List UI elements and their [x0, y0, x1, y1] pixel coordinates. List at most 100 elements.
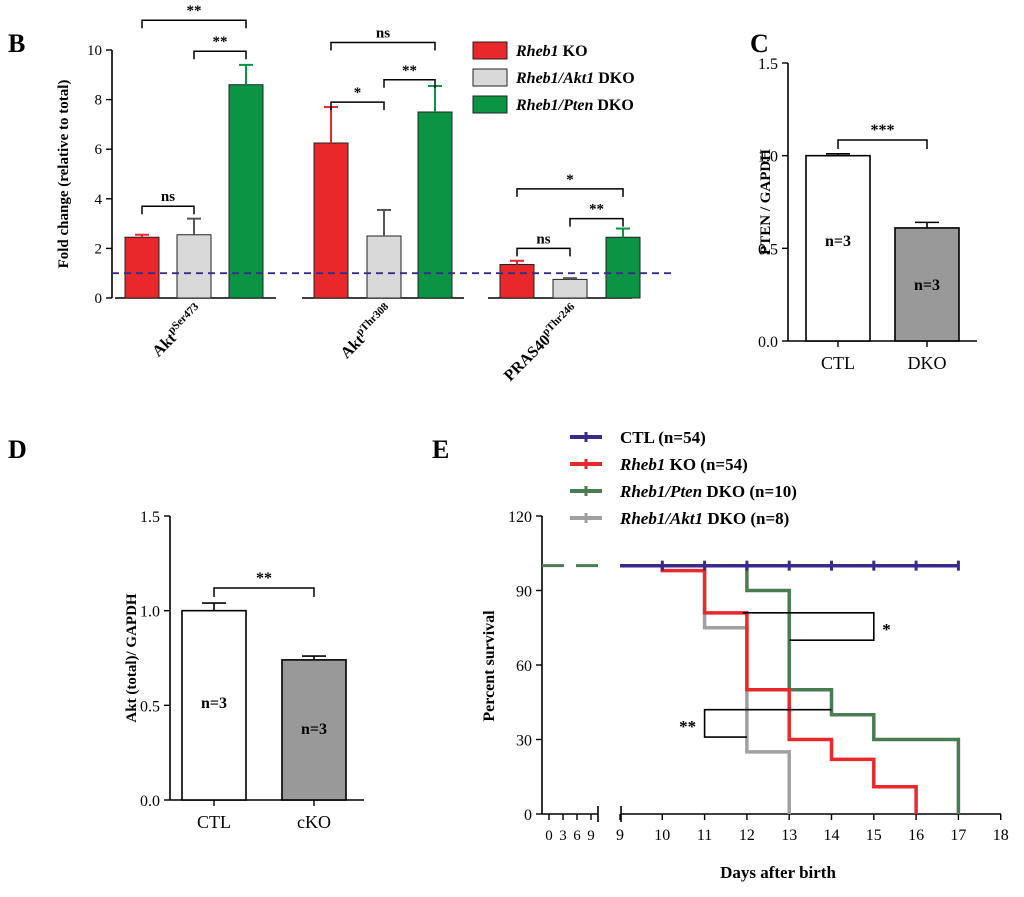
panel-d-chart: 0.0 0.5 1.0 1.5 CTL n=3 cKO n=3 ** — [140, 509, 364, 832]
panel-label-b: B — [8, 29, 25, 58]
panel-d-n-label: n=3 — [201, 695, 227, 712]
panel-e-xtick-label: 9 — [587, 828, 595, 844]
panel-e-xtick-label: 17 — [950, 827, 966, 844]
panel-d-ytick-label: 1.0 — [140, 604, 160, 621]
panel-c-xtick-label: DKO — [908, 353, 947, 373]
panel-d-bar — [181, 609, 247, 801]
panel-b-group-label-sup: pSer473 — [165, 300, 201, 336]
panel-e-ytick-label: 60 — [516, 658, 532, 675]
panel-b-significance-bracket — [193, 50, 247, 60]
panel-e-xtick-label: 13 — [781, 827, 797, 844]
panel-b-bars: ns****AktpSer473***nsAktpThr308ns***PRAS… — [112, 3, 676, 385]
panel-b-bar — [605, 236, 641, 299]
panel-c-ytick-label: 0.0 — [758, 334, 778, 351]
panel-e-legend-label: Rheb1/Akt1 DKO (n=8) — [619, 509, 789, 528]
panel-b-group-label-base: PRAS40 — [501, 332, 554, 385]
panel-d: D Akt (total)/ GAPDH 0.0 0.5 1.0 1.5 CTL n=3 c… — [8, 435, 364, 832]
panel-b-group-label: AktpSer473 — [147, 300, 207, 360]
panel-b-legend-italic: Rheb1 — [515, 43, 559, 60]
panel-b-bar — [124, 236, 160, 299]
panel-e-xtick-label: 18 — [993, 827, 1009, 844]
panel-e-ytick-label: 120 — [508, 509, 532, 526]
panel-d-n-label: n=3 — [301, 721, 327, 738]
panel-b-significance-bracket — [516, 188, 624, 197]
panel-e-ylabel: Percent survival — [481, 610, 498, 722]
panel-b-legend-swatch — [472, 95, 508, 114]
panel-e-xtick-label: 11 — [697, 827, 712, 844]
panel-d-ytick-label: 0.0 — [140, 793, 160, 810]
panel-e-legend-italic: Rheb1/Akt1 — [619, 509, 703, 528]
panel-e-significance-bracket — [742, 612, 875, 641]
panel-e-survival-line — [620, 563, 918, 814]
panel-e-survival-line — [620, 563, 961, 814]
panel-b-y-axis: 0 2 4 6 8 10 — [87, 43, 113, 307]
panel-label-d: D — [8, 435, 27, 464]
panel-b-significance-label: ** — [213, 34, 228, 50]
panel-e: E Percent survival Days after birth 0306… — [432, 428, 1009, 882]
panel-e-legend-rest: KO (n=54) — [665, 455, 747, 474]
panel-e-legend-italic: Rheb1/Pten — [619, 482, 702, 501]
panel-b-significance-label: ** — [402, 63, 417, 79]
panel-e-ytick-label: 30 — [516, 733, 532, 750]
panel-b-bar — [228, 84, 264, 299]
panel-b-bar — [417, 111, 453, 299]
panel-b-significance-label: * — [566, 172, 574, 188]
panel-c-xtick-label: CTL — [821, 353, 855, 373]
panel-e-xtick-label: 12 — [739, 827, 755, 844]
panel-e-ytick-label: 90 — [516, 584, 532, 601]
panel-e-legend-rest: DKO (n=10) — [702, 482, 797, 501]
panel-b-legend-italic: Rheb1/Akt1 — [515, 70, 594, 87]
panel-e-legend-label: Rheb1 KO (n=54) — [619, 455, 748, 474]
panel-d-xtick-label: CTL — [197, 812, 231, 832]
panel-b-legend-swatch — [472, 68, 508, 87]
panel-b-bar — [313, 142, 349, 299]
panel-b-legend-rest: DKO — [594, 70, 634, 87]
panel-b-significance-label: * — [354, 85, 362, 101]
panel-d-significance-label: ** — [256, 570, 272, 587]
panel-b-significance-label: ** — [589, 202, 604, 218]
panel-e-xtick-label: 6 — [573, 828, 581, 844]
panel-e-xtick-label: 15 — [866, 827, 882, 844]
panel-c-chart: 0.0 0.5 1.0 1.5 CTL n=3 DKO n=3 *** — [758, 56, 977, 373]
panel-c-n-label: n=3 — [914, 277, 940, 294]
panel-c-significance-bracket — [837, 139, 928, 149]
panel-b-group-label-sup: pThr308 — [354, 300, 392, 338]
panel-b-bar — [176, 234, 212, 299]
panel-b-ylabel: Fold change (relative to total) — [56, 80, 72, 269]
panel-c: C PTEN / GAPDH 0.0 0.5 1.0 1.5 CTL n=3 DKO n=3 *… — [750, 29, 977, 373]
panel-c-n-label: n=3 — [825, 233, 851, 250]
panel-b: B Fold change (relative to total) 0 2 4 6 8 1… — [8, 3, 676, 385]
panel-b-legend-rest: DKO — [593, 97, 633, 114]
panel-b-significance-label: ns — [376, 26, 390, 42]
panel-c-ytick-label: 1.5 — [758, 56, 778, 73]
panel-e-xtick-label: 9 — [616, 827, 624, 844]
panel-label-c: C — [750, 29, 769, 58]
panel-e-xtick-label: 16 — [908, 827, 924, 844]
panel-e-ytick-label: 0 — [524, 807, 532, 824]
panel-b-significance-bracket — [141, 205, 195, 215]
panel-d-ytick-label: 1.5 — [140, 509, 160, 526]
panel-e-xlabel: Days after birth — [720, 863, 836, 882]
panel-e-xtick-label: 10 — [654, 827, 670, 844]
panel-b-legend-label: Rheb1/Pten DKO — [515, 97, 634, 114]
panel-e-significance-label: * — [882, 620, 891, 639]
panel-b-ytick-label: 10 — [87, 43, 102, 59]
panel-b-significance-bracket — [516, 247, 571, 257]
panel-b-significance-label: ns — [161, 189, 175, 205]
panel-c-bar — [805, 154, 871, 342]
panel-d-xtick-label: cKO — [297, 812, 331, 832]
panel-c-ytick-label: 1.0 — [758, 149, 778, 166]
panel-b-legend-rest: KO — [559, 43, 588, 60]
panel-b-significance-bracket — [330, 101, 385, 111]
panel-e-legend-label: CTL (n=54) — [620, 428, 706, 447]
panel-e-xtick-label: 14 — [824, 827, 840, 844]
panel-e-significance-label: ** — [679, 717, 696, 736]
panel-b-group-label-sup: pThr246 — [540, 300, 578, 338]
panel-c-bar — [894, 227, 960, 342]
panel-e-legend-rest: CTL (n=54) — [620, 428, 706, 447]
panel-b-ytick-label: 0 — [95, 291, 103, 307]
panel-b-significance-bracket — [330, 41, 436, 51]
panel-b-bar — [552, 278, 588, 299]
